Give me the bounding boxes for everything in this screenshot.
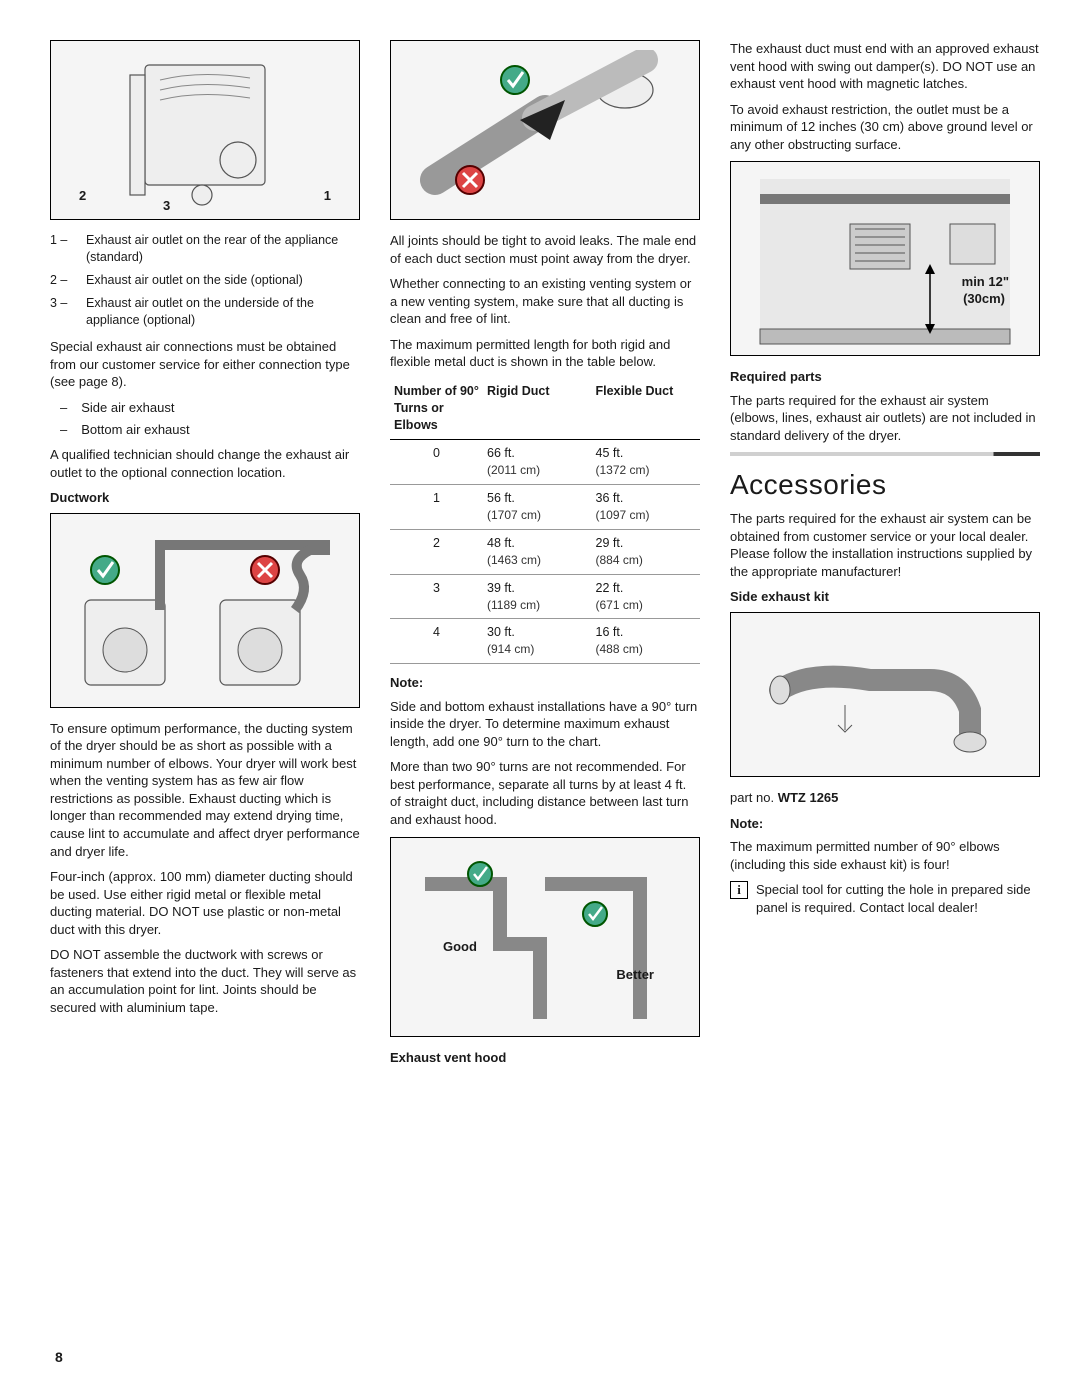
column-3: The exhaust duct must end with an approv… (730, 40, 1040, 1072)
list-text: Bottom air exhaust (81, 421, 189, 439)
list-item: –Bottom air exhaust (50, 421, 360, 439)
section-rule (730, 452, 1040, 456)
legend-text: Exhaust air outlet on the rear of the ap… (86, 232, 360, 266)
figure-label-min12a: min 12" (962, 273, 1009, 291)
cell-flex: 16 ft.(488 cm) (592, 619, 701, 664)
cell-flex: 22 ft.(671 cm) (592, 574, 701, 619)
vent-hood-heading: Exhaust vent hood (390, 1049, 700, 1067)
table-header: Rigid Duct (483, 379, 592, 440)
body-text: All joints should be tight to avoid leak… (390, 232, 700, 267)
legend-num: 1 – (50, 232, 78, 266)
body-text: Special exhaust air connections must be … (50, 338, 360, 391)
body-text: To ensure optimum performance, the ducti… (50, 720, 360, 860)
cell-flex: 29 ft.(884 cm) (592, 529, 701, 574)
required-parts-heading: Required parts (730, 368, 1040, 386)
figure-rear-outlets: 2 3 1 (50, 40, 360, 220)
vent-height-illustration (750, 169, 1020, 349)
legend-num: 3 – (50, 295, 78, 329)
body-text: Four-inch (approx. 100 mm) diameter duct… (50, 868, 360, 938)
column-2: All joints should be tight to avoid leak… (390, 40, 700, 1072)
cell-turns: 2 (390, 529, 483, 574)
dash-bullet: – (60, 421, 67, 439)
table-header: Flexible Duct (592, 379, 701, 440)
part-prefix: part no. (730, 790, 778, 805)
body-text: The maximum permitted length for both ri… (390, 336, 700, 371)
ductwork-heading: Ductwork (50, 489, 360, 507)
duct-length-table: Number of 90° Turns or Elbows Rigid Duct… (390, 379, 700, 664)
side-exhaust-heading: Side exhaust kit (730, 588, 1040, 606)
list-item: –Side air exhaust (50, 399, 360, 417)
body-text: A qualified technician should change the… (50, 446, 360, 481)
page-number: 8 (55, 1348, 63, 1367)
table-row: 339 ft.(1189 cm)22 ft.(671 cm) (390, 574, 700, 619)
cell-turns: 3 (390, 574, 483, 619)
figure-side-exhaust-kit (730, 612, 1040, 777)
cell-flex: 45 ft.(1372 cm) (592, 440, 701, 485)
outlet-legend-list: 1 – Exhaust air outlet on the rear of the… (50, 232, 360, 328)
ductwork-illustration (70, 520, 340, 700)
info-icon: i (730, 881, 748, 899)
figure-good-better: Good Better (390, 837, 700, 1037)
table-row: 066 ft.(2011 cm)45 ft.(1372 cm) (390, 440, 700, 485)
cell-rigid: 66 ft.(2011 cm) (483, 440, 592, 485)
body-text: More than two 90° turns are not recommen… (390, 758, 700, 828)
info-text: Special tool for cutting the hole in pre… (756, 881, 1040, 916)
legend-text: Exhaust air outlet on the underside of t… (86, 295, 360, 329)
figure-tape-joints (390, 40, 700, 220)
figure-label-good: Good (443, 938, 477, 956)
body-text: The parts required for the exhaust air s… (730, 510, 1040, 580)
body-text: The parts required for the exhaust air s… (730, 392, 1040, 445)
dryer-rear-illustration (110, 50, 300, 210)
table-row: 430 ft.(914 cm)16 ft.(488 cm) (390, 619, 700, 664)
legend-item: 3 – Exhaust air outlet on the underside o… (50, 295, 360, 329)
note-heading: Note: (730, 815, 1040, 833)
figure-vent-height: min 12" (30cm) (730, 161, 1040, 356)
cell-turns: 0 (390, 440, 483, 485)
body-text: DO NOT assemble the ductwork with screws… (50, 946, 360, 1016)
accessories-heading: Accessories (730, 466, 1040, 504)
cell-turns: 4 (390, 619, 483, 664)
good-better-illustration (410, 844, 680, 1029)
body-text: Whether connecting to an existing ventin… (390, 275, 700, 328)
legend-item: 2 – Exhaust air outlet on the side (optio… (50, 272, 360, 289)
note-heading: Note: (390, 674, 700, 692)
legend-num: 2 – (50, 272, 78, 289)
part-number: WTZ 1265 (778, 790, 839, 805)
table-header: Number of 90° Turns or Elbows (390, 379, 483, 440)
column-1: 2 3 1 1 – Exhaust air outlet on the rear … (50, 40, 360, 1072)
legend-text: Exhaust air outlet on the side (optional… (86, 272, 303, 289)
cell-rigid: 56 ft.(1707 cm) (483, 485, 592, 530)
cell-flex: 36 ft.(1097 cm) (592, 485, 701, 530)
figure-label-3: 3 (163, 197, 170, 215)
exhaust-options-list: –Side air exhaust –Bottom air exhaust (50, 399, 360, 438)
cell-rigid: 39 ft.(1189 cm) (483, 574, 592, 619)
cell-rigid: 48 ft.(1463 cm) (483, 529, 592, 574)
cell-turns: 1 (390, 485, 483, 530)
side-kit-illustration (750, 620, 1020, 770)
page-columns: 2 3 1 1 – Exhaust air outlet on the rear … (50, 40, 1040, 1072)
tape-joint-illustration (415, 50, 675, 210)
figure-ductwork-comparison (50, 513, 360, 708)
table-row: 156 ft.(1707 cm)36 ft.(1097 cm) (390, 485, 700, 530)
info-callout: i Special tool for cutting the hole in p… (730, 881, 1040, 916)
body-text: To avoid exhaust restriction, the outlet… (730, 101, 1040, 154)
figure-label-min12b: (30cm) (963, 290, 1005, 308)
figure-label-better: Better (616, 966, 654, 984)
body-text: The exhaust duct must end with an approv… (730, 40, 1040, 93)
part-number-line: part no. WTZ 1265 (730, 789, 1040, 807)
list-text: Side air exhaust (81, 399, 174, 417)
cell-rigid: 30 ft.(914 cm) (483, 619, 592, 664)
table-row: 248 ft.(1463 cm)29 ft.(884 cm) (390, 529, 700, 574)
figure-label-2: 2 (79, 187, 86, 205)
figure-label-1: 1 (324, 187, 331, 205)
body-text: Side and bottom exhaust installations ha… (390, 698, 700, 751)
dash-bullet: – (60, 399, 67, 417)
legend-item: 1 – Exhaust air outlet on the rear of the… (50, 232, 360, 266)
body-text: The maximum permitted number of 90° elbo… (730, 838, 1040, 873)
